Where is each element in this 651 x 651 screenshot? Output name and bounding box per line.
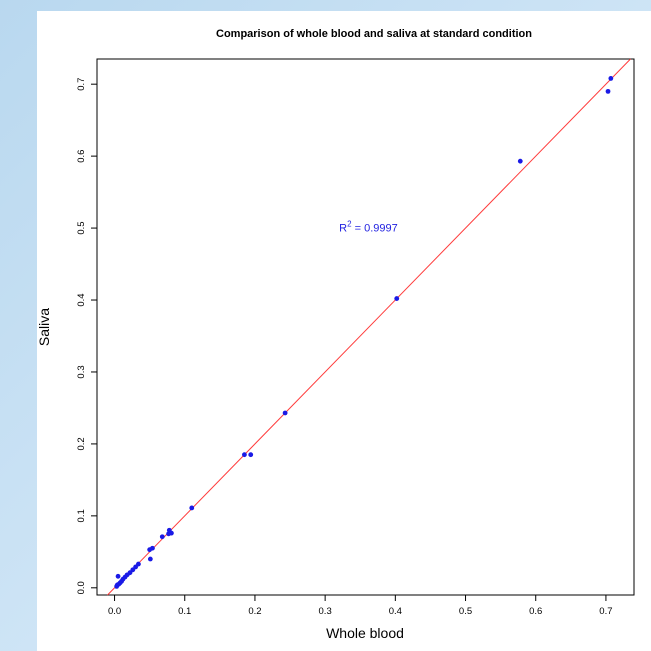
x-tick-label: 0.1 xyxy=(178,606,191,617)
r-squared-prefix: R xyxy=(339,223,347,235)
fit-line xyxy=(107,58,631,596)
y-tick-label: 0.4 xyxy=(76,293,87,306)
data-points xyxy=(114,76,614,589)
y-axis: 0.0 0.1 0.2 0.3 0.4 0.5 0.6 0.7 xyxy=(76,78,98,594)
data-point xyxy=(115,573,121,579)
y-tick-label: 0.0 xyxy=(76,581,87,594)
chart-panel: Comparison of whole blood and saliva at … xyxy=(37,11,651,651)
y-tick-label: 0.6 xyxy=(76,150,87,163)
r-squared-superscript: 2 xyxy=(347,220,352,229)
x-tick-label: 0.5 xyxy=(459,606,472,617)
x-tick-label: 0.3 xyxy=(319,606,332,617)
y-tick-label: 0.5 xyxy=(76,221,87,234)
y-tick-label: 0.7 xyxy=(76,78,87,91)
y-tick-label: 0.2 xyxy=(76,437,87,450)
x-tick-label: 0.7 xyxy=(599,606,612,617)
data-point xyxy=(608,76,614,81)
data-point xyxy=(136,561,141,567)
x-axis-title: Whole blood xyxy=(326,625,404,641)
plot-frame xyxy=(96,58,635,596)
data-point xyxy=(394,296,400,301)
x-tick-label: 0.2 xyxy=(248,606,261,617)
r-squared-annotation: R2 = 0.9997 xyxy=(339,220,398,235)
data-point xyxy=(159,534,165,540)
y-tick-label: 0.3 xyxy=(76,365,87,378)
data-point xyxy=(242,452,247,458)
data-point xyxy=(517,158,523,164)
scatter-plot: Comparison of whole blood and saliva at … xyxy=(37,28,635,641)
y-axis-title: Saliva xyxy=(37,308,52,346)
x-tick-label: 0.6 xyxy=(529,606,542,617)
x-tick-label: 0.4 xyxy=(389,606,402,617)
data-point xyxy=(147,556,153,562)
chart-title: Comparison of whole blood and saliva at … xyxy=(216,28,532,40)
data-point xyxy=(605,88,611,94)
x-axis: 0.0 0.1 0.2 0.3 0.4 0.5 0.6 0.7 xyxy=(108,594,613,617)
y-tick-label: 0.1 xyxy=(76,509,87,522)
data-point xyxy=(169,530,174,536)
x-tick-label: 0.0 xyxy=(108,606,121,617)
data-point xyxy=(150,545,155,551)
data-point xyxy=(248,452,254,458)
data-point xyxy=(282,410,288,416)
data-point xyxy=(189,505,195,511)
r-squared-value: = 0.9997 xyxy=(352,223,398,235)
